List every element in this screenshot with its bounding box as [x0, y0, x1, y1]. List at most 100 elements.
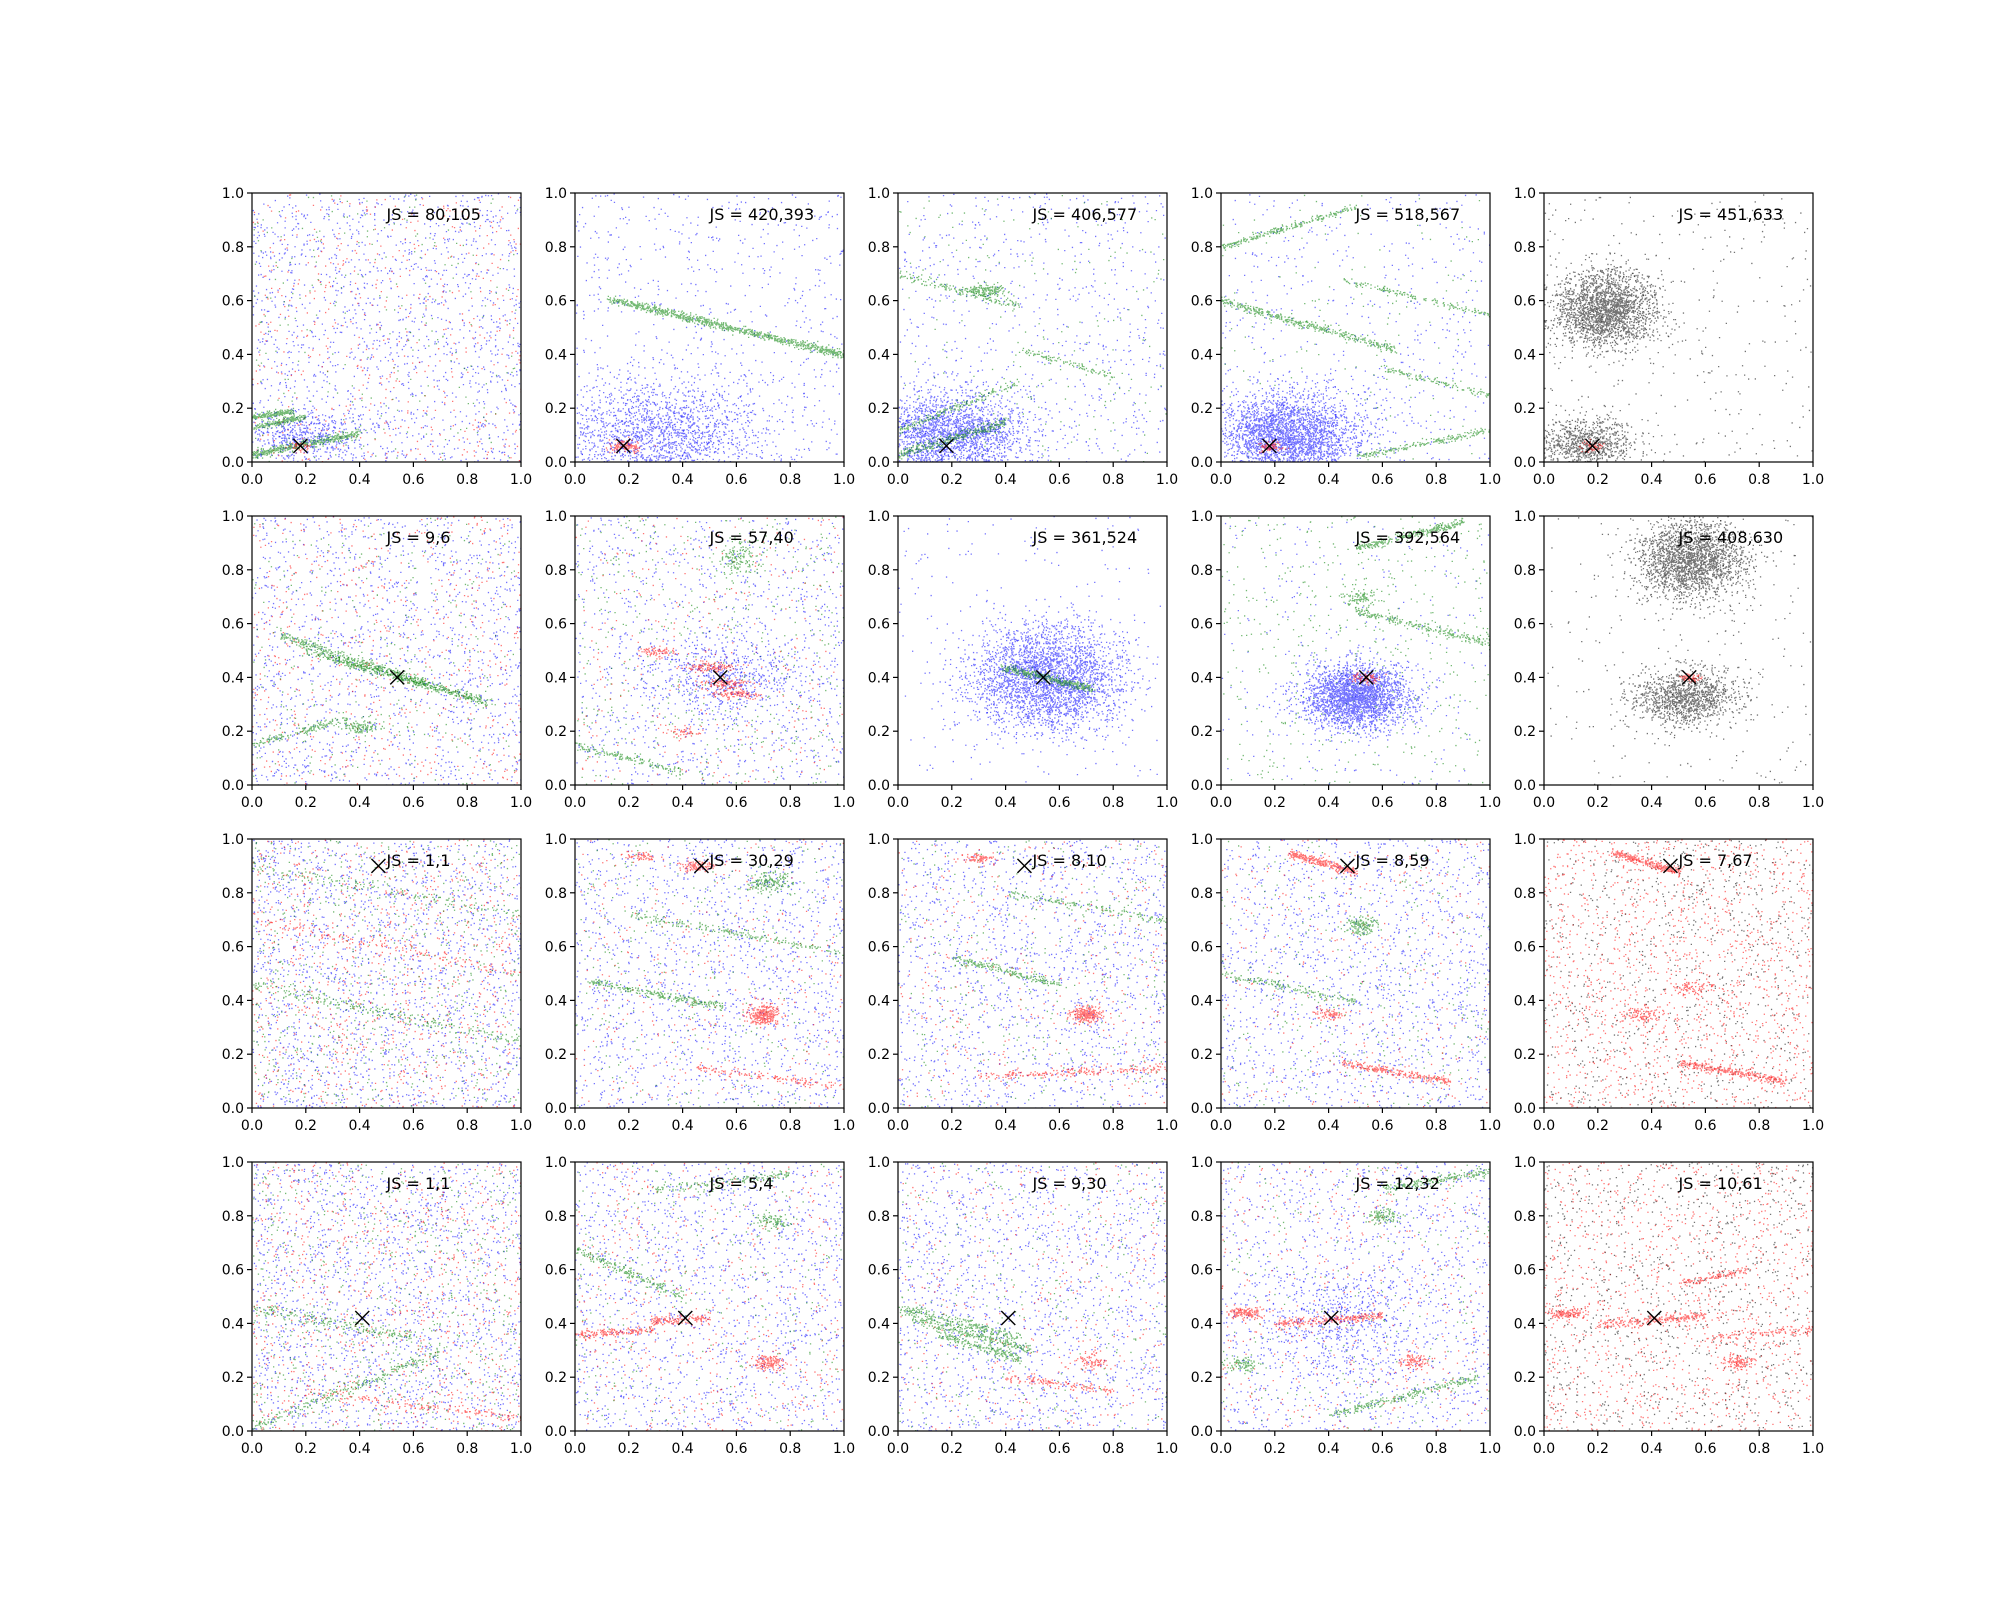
x-tick-label: 1.0 [1156, 1441, 1178, 1457]
x-marker [1261, 438, 1277, 454]
y-tick-label: 0.2 [222, 1370, 244, 1386]
y-tick-label: 0.8 [545, 1209, 567, 1225]
y-tick-label: 0.4 [545, 670, 567, 686]
series-red-blob [1226, 1305, 1271, 1321]
y-tick-label: 0.4 [1191, 993, 1213, 1009]
y-tick-label: 0.6 [868, 940, 890, 956]
y-tick-label: 0.4 [868, 347, 890, 363]
x-tick-label: 0.6 [1048, 795, 1070, 811]
series-green-line [911, 1312, 1035, 1354]
x-tick-label: 0.2 [941, 472, 963, 488]
series-green-line [253, 1299, 416, 1343]
y-tick-label: 0.2 [1191, 1370, 1213, 1386]
axes-frame [1543, 192, 1814, 463]
x-tick-label: 0.6 [725, 1441, 747, 1457]
axes-frame [1543, 1161, 1814, 1432]
y-tick-label: 0.2 [545, 401, 567, 417]
x-tick-label: 0.0 [1533, 1118, 1555, 1134]
js-score-label: JS = 1,1 [386, 1174, 451, 1193]
series-red-line [1287, 848, 1358, 877]
scatter-point-group [332, 714, 400, 739]
js-score-label: JS = 392,564 [1355, 528, 1461, 547]
scatter-point-group [1221, 839, 1490, 1108]
scatter-points [1221, 194, 1490, 462]
axes-frame [251, 515, 522, 786]
scatter-point-group [575, 1325, 654, 1341]
scatter-panel-r2-c1: 0.0 0.2 0.4 0.6 0.8 1.0 0.0 0.2 0.4 0.6 0.8 1.0 JS =… [545, 832, 855, 1134]
y-tick-label: 1.0 [545, 832, 567, 848]
y-tick-label: 0.6 [1514, 1263, 1536, 1279]
x-tick-label: 1.0 [833, 795, 855, 811]
js-score-label: JS = 7,67 [1678, 851, 1753, 870]
series-green-line [1356, 427, 1490, 458]
series-red-blob [1066, 998, 1112, 1026]
y-tick-label: 0.4 [545, 347, 567, 363]
x-tick-label: 0.0 [887, 795, 909, 811]
scatter-point-group [952, 953, 1060, 987]
scatter-panel-r0-c2: 0.0 0.2 0.4 0.6 0.8 1.0 0.0 0.2 0.4 0.6 0.8 1.0 JS =… [868, 186, 1178, 488]
series-red-blob [676, 660, 739, 674]
series-blue-uniform [1221, 839, 1490, 1108]
scatter-point-group [677, 855, 717, 873]
y-tick-label: 0.6 [545, 294, 567, 310]
series-red-blob [621, 850, 665, 863]
y-tick-label: 0.2 [1191, 724, 1213, 740]
scatter-panel-r3-c1: 0.0 0.2 0.4 0.6 0.8 1.0 0.0 0.2 0.4 0.6 0.8 1.0 JS =… [545, 1155, 855, 1457]
y-tick-label: 0.0 [545, 1101, 567, 1117]
y-tick-label: 0.6 [1514, 294, 1536, 310]
x-marker [354, 1310, 370, 1326]
y-tick-label: 1.0 [545, 186, 567, 202]
series-red-line [1610, 848, 1682, 878]
y-tick-label: 1.0 [868, 832, 890, 848]
series-green-line [630, 910, 844, 959]
scatter-points [898, 516, 1161, 783]
x-marker [1000, 1310, 1016, 1326]
y-tick-label: 0.0 [868, 778, 890, 794]
scatter-point-group [1341, 1056, 1452, 1087]
y-tick-label: 0.8 [545, 563, 567, 579]
scatter-point-group [253, 839, 521, 1108]
series-red-line [1596, 1309, 1707, 1329]
x-tick-label: 0.4 [348, 1441, 370, 1457]
y-tick-label: 0.6 [868, 294, 890, 310]
scatter-point-group [753, 1212, 798, 1232]
x-tick-label: 0.2 [618, 795, 640, 811]
axes-frame [1543, 515, 1814, 786]
scatter-point-group [676, 660, 739, 674]
x-tick-label: 0.0 [1210, 472, 1232, 488]
y-tick-label: 0.4 [1191, 1316, 1213, 1332]
y-tick-label: 0.8 [868, 240, 890, 256]
x-tick-label: 0.0 [887, 1118, 909, 1134]
y-tick-label: 0.6 [868, 617, 890, 633]
x-tick-label: 0.4 [1640, 795, 1662, 811]
series-red-blob [703, 687, 762, 701]
y-tick-label: 0.8 [1514, 1209, 1536, 1225]
x-marker [1646, 1310, 1662, 1326]
x-marker [677, 1310, 693, 1326]
x-tick-label: 0.6 [1694, 1118, 1716, 1134]
scatter-panel-r3-c3: 0.0 0.2 0.4 0.6 0.8 1.0 0.0 0.2 0.4 0.6 0.8 1.0 JS =… [1191, 1155, 1501, 1457]
x-tick-label: 0.0 [564, 472, 586, 488]
y-tick-label: 0.4 [1514, 347, 1536, 363]
x-tick-label: 0.8 [456, 472, 478, 488]
y-tick-label: 0.8 [1191, 240, 1213, 256]
x-tick-label: 0.2 [1264, 795, 1286, 811]
scatter-point-group [1607, 516, 1796, 622]
axes-frame [251, 1161, 522, 1432]
x-tick-label: 0.6 [1048, 472, 1070, 488]
series-green-blob [956, 280, 1021, 304]
scatter-point-group [1544, 388, 1665, 462]
scatter-point-group [575, 742, 684, 777]
scatter-points [898, 839, 1167, 1108]
scatter-panel-r1-c1: 0.0 0.2 0.4 0.6 0.8 1.0 0.0 0.2 0.4 0.6 0.8 1.0 JS =… [545, 509, 855, 811]
series-green-line [1000, 664, 1096, 693]
y-tick-label: 0.6 [545, 940, 567, 956]
scatter-point-group [1678, 1267, 1748, 1288]
y-tick-label: 1.0 [1514, 509, 1536, 525]
x-marker [1016, 858, 1032, 874]
y-tick-label: 1.0 [545, 1155, 567, 1171]
x-marker [1323, 1310, 1339, 1326]
x-tick-label: 1.0 [1156, 472, 1178, 488]
y-tick-label: 0.4 [868, 670, 890, 686]
x-marker [615, 438, 631, 454]
